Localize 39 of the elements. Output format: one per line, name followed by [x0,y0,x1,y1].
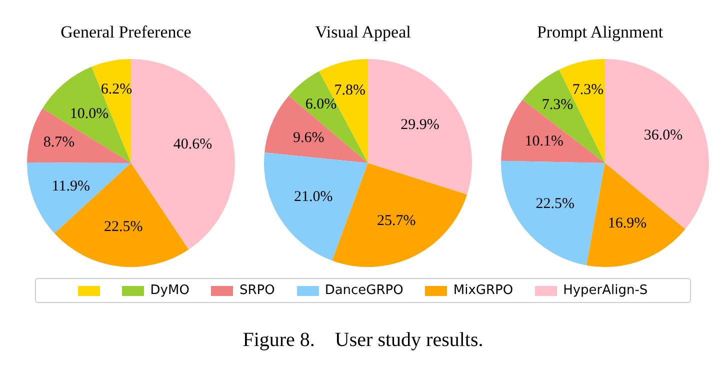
data-label: 9.6% [293,130,324,146]
pie-slice [264,152,368,261]
legend-label: MixGRPO [453,283,514,298]
data-label: 22.5% [536,196,574,212]
data-label: 7.8% [334,82,366,98]
data-label: 10.1% [524,134,564,150]
chart-title: Visual Appeal [315,22,412,42]
pie-slice [54,163,189,267]
pie-slice [586,163,686,267]
data-label: 7.3% [572,82,604,98]
legend-label: SRPO [239,283,275,298]
pie-slice [332,163,468,267]
data-label: 6.0% [305,96,337,113]
data-label: 10.0% [70,106,109,122]
pie-slice [605,59,709,230]
data-label: 22.5% [104,219,143,236]
legend-label: DyMO [150,283,190,298]
chart-title: Prompt Alignment [536,22,664,42]
data-label: 29.9% [400,116,440,133]
pie-slice [264,96,368,163]
chart-title: General Preference [60,22,192,42]
caption: Figure 8. User study results. [242,329,484,352]
pie-slice [42,66,131,163]
data-label: 40.6% [173,136,212,152]
pie-slice [522,70,605,163]
data-label: 36.0% [644,127,683,144]
legend-label: DanceGRPO [324,283,404,298]
pie-slice [501,100,605,163]
data-label: 7.3% [542,97,574,114]
pie-slice [27,108,131,163]
pie-slice [501,160,605,266]
data-label: 25.7% [376,212,416,229]
data-label: 8.7% [43,134,75,150]
pie-slice [288,71,368,163]
data-label: 11.9% [52,178,90,194]
data-label: 21.0% [294,189,333,206]
pie-slice [368,59,472,195]
legend-label: HyperAlign-S [563,283,648,298]
data-label: 16.9% [608,216,647,232]
